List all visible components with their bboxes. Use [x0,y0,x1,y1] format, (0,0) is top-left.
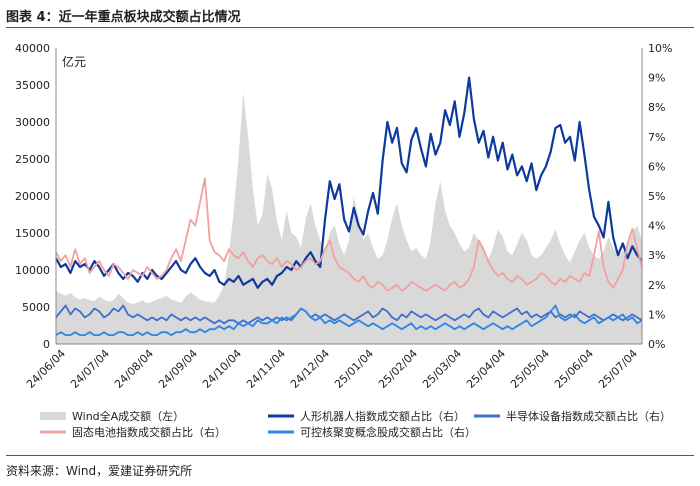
x-tick-label: 24/06/04 [24,347,68,391]
right-tick-label: 7% [648,131,665,144]
x-tick-label: 24/08/04 [112,347,156,391]
source-note: 资料来源：Wind，爱建证券研究所 [6,464,193,478]
legend-label-battery: 固态电池指数成交额占比（右） [72,425,226,439]
x-tick-label: 25/04/04 [464,347,508,391]
x-tick-label: 24/10/04 [200,347,244,391]
x-tick-label: 25/06/04 [552,347,596,391]
robot-line [55,76,643,289]
right-tick-label: 2% [648,279,665,292]
left-tick-label: 10000 [15,264,50,277]
right-tick-label: 4% [648,220,665,233]
left-tick-label: 20000 [15,190,50,203]
x-tick-label: 25/02/04 [376,347,420,391]
right-tick-label: 1% [648,308,665,321]
right-tick-label: 3% [648,249,665,262]
right-tick-label: 6% [648,160,665,173]
left-tick-label: 0 [43,338,50,351]
battery-line [55,177,643,292]
x-tick-label: 24/11/04 [244,347,288,391]
x-tick-label: 25/05/04 [508,347,552,391]
right-tick-label: 9% [648,72,665,85]
fusion-line [55,304,643,336]
left-tick-label: 35000 [15,79,50,92]
legend-label-robot: 人形机器人指数成交额占比（右） [300,409,465,423]
left-tick-label: 25000 [15,153,50,166]
right-tick-label: 10% [648,42,672,55]
x-tick-label: 25/07/04 [596,347,640,391]
legend-label-volume: Wind全A成交额（左） [72,409,184,423]
right-tick-label: 5% [648,190,665,203]
volume-area [56,92,642,345]
legend: Wind全A成交额（左） 人形机器人指数成交额占比（右） 半导体设备指数成交额占比（… [40,409,671,439]
source-rule [6,455,694,456]
chart-title: 图表 4：近一年重点板块成交额占比情况 [6,10,241,25]
x-tick-label: 25/03/04 [420,347,464,391]
left-axis-unit: 亿元 [62,54,86,69]
left-tick-label: 40000 [15,42,50,55]
title-rule [6,27,694,28]
x-tick-label: 25/01/04 [332,347,376,391]
left-tick-label: 30000 [15,116,50,129]
left-tick-label: 15000 [15,227,50,240]
volume-area-layer [56,92,642,345]
legend-swatch-volume [40,412,66,420]
legend-label-fusion: 可控核聚变概念股成交额占比（右） [300,425,476,439]
legend-label-semiconductor: 半导体设备指数成交额占比（右） [506,409,671,423]
right-tick-label: 8% [648,101,665,114]
semiconductor-line [55,304,643,325]
x-tick-label: 24/07/04 [68,347,112,391]
series-lines-layer [55,76,643,336]
right-tick-label: 0% [648,338,665,351]
x-tick-label: 24/09/04 [156,347,200,391]
x-tick-label: 24/12/04 [288,347,332,391]
left-tick-label: 5000 [22,301,50,314]
